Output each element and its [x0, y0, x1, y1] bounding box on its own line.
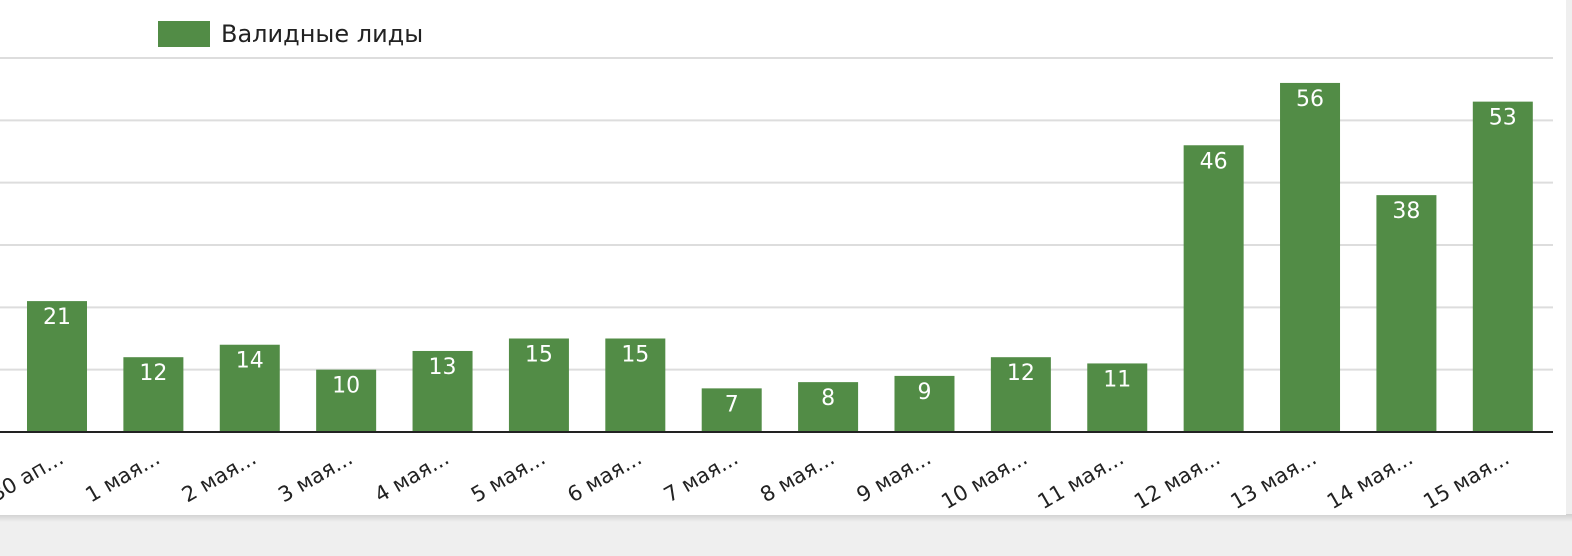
data-label: 12 — [1007, 361, 1035, 386]
bar — [508, 338, 569, 432]
bar — [123, 357, 184, 432]
data-label: 15 — [621, 343, 649, 368]
data-label: 13 — [429, 355, 457, 380]
card-shadow — [0, 514, 1572, 522]
data-label: 15 — [525, 343, 553, 368]
bar — [26, 301, 87, 432]
bar — [1376, 195, 1437, 432]
bar — [1183, 145, 1244, 432]
data-label: 12 — [139, 361, 167, 386]
data-label: 10 — [332, 374, 360, 399]
data-label: 56 — [1296, 87, 1324, 112]
data-label: 8 — [821, 386, 835, 411]
bar — [1472, 101, 1533, 432]
bar — [219, 344, 280, 432]
data-label: 14 — [236, 349, 264, 374]
bar — [316, 369, 377, 432]
legend-swatch — [158, 21, 210, 47]
data-label: 9 — [917, 380, 931, 405]
bar — [798, 382, 859, 432]
legend-label: Валидные лиды — [221, 20, 423, 48]
data-label: 38 — [1392, 199, 1420, 224]
bar — [1280, 82, 1341, 432]
data-label: 21 — [43, 305, 71, 330]
data-label: 11 — [1103, 367, 1131, 392]
bar — [990, 357, 1051, 432]
bar — [1087, 363, 1148, 432]
bar — [894, 375, 955, 432]
data-label: 7 — [725, 392, 739, 417]
bar — [701, 388, 762, 432]
data-label: 53 — [1489, 106, 1517, 131]
bar — [412, 350, 473, 432]
bar — [605, 338, 666, 432]
data-label: 46 — [1200, 149, 1228, 174]
